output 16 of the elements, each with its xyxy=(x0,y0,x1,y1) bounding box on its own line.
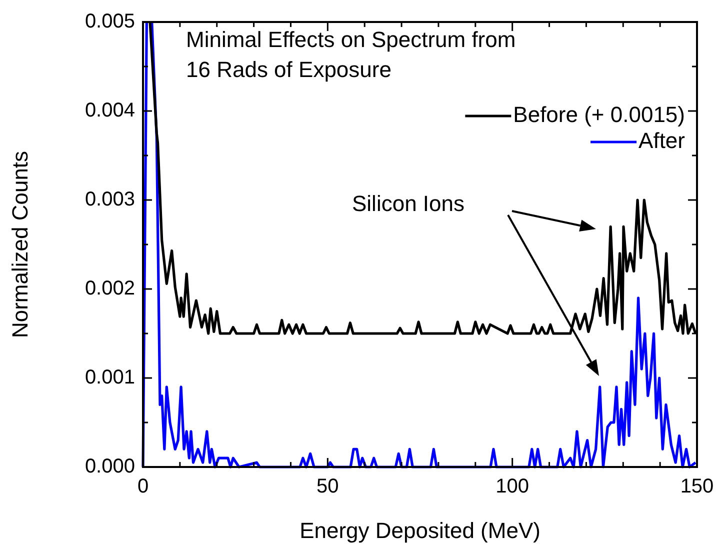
x-tick-label: 100 xyxy=(496,476,530,498)
x-axis-title: Energy Deposited (MeV) xyxy=(300,518,540,543)
y-tick-label: 0.005 xyxy=(84,10,135,33)
y-tick-label: 0.001 xyxy=(84,366,135,389)
x-tick-label: 150 xyxy=(680,476,714,498)
legend-label: After xyxy=(638,128,685,154)
legend-label: Before (+ 0.0015) xyxy=(513,102,685,128)
text: Minimal Effects on Spectrum from 16 Rads of Exposure xyxy=(186,27,516,82)
annotation: Silicon Ions xyxy=(352,191,465,216)
y-tick-label: 0.002 xyxy=(84,278,135,300)
y-axis-title: Normalized Counts xyxy=(7,150,32,338)
y-tick-label: 0.003 xyxy=(84,188,135,211)
y-tick-label: 0.004 xyxy=(84,100,135,122)
x-tick-label: 50 xyxy=(316,476,339,498)
y-tick-label: 0.000 xyxy=(84,456,135,478)
x-tick-label: 0 xyxy=(137,476,149,498)
